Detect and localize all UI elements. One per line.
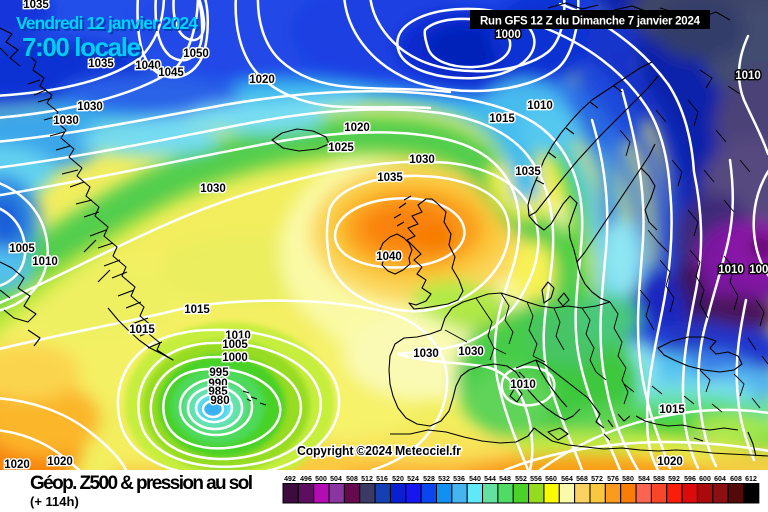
svg-text:1030: 1030 xyxy=(53,115,79,127)
svg-text:540: 540 xyxy=(469,476,481,483)
svg-text:564: 564 xyxy=(561,476,573,483)
svg-text:588: 588 xyxy=(653,476,665,483)
svg-text:520: 520 xyxy=(392,476,404,483)
svg-text:1000: 1000 xyxy=(495,29,521,41)
svg-text:1010: 1010 xyxy=(527,100,553,112)
svg-text:1010: 1010 xyxy=(225,330,251,342)
svg-text:(+ 114h): (+ 114h) xyxy=(30,494,79,509)
svg-text:592: 592 xyxy=(668,476,680,483)
svg-text:995: 995 xyxy=(209,367,229,379)
svg-text:1005: 1005 xyxy=(9,243,35,255)
svg-text:1005: 1005 xyxy=(222,339,248,351)
svg-text:1050: 1050 xyxy=(183,48,209,60)
svg-text:560: 560 xyxy=(545,476,557,483)
svg-text:1000: 1000 xyxy=(222,352,248,364)
svg-text:536: 536 xyxy=(453,476,465,483)
svg-text:512: 512 xyxy=(361,476,373,483)
svg-text:552: 552 xyxy=(515,476,527,483)
svg-text:612: 612 xyxy=(745,476,757,483)
svg-text:1035: 1035 xyxy=(377,172,403,184)
svg-text:528: 528 xyxy=(423,476,435,483)
svg-text:504: 504 xyxy=(330,476,342,483)
svg-text:1035: 1035 xyxy=(88,58,114,70)
svg-text:1030: 1030 xyxy=(409,154,435,166)
svg-text:7:00 locale: 7:00 locale xyxy=(22,32,141,62)
svg-text:Copyright ©2024 Meteociel.fr: Copyright ©2024 Meteociel.fr xyxy=(297,444,461,458)
svg-text:492: 492 xyxy=(284,476,296,483)
svg-text:596: 596 xyxy=(684,476,696,483)
svg-text:1025: 1025 xyxy=(328,142,354,154)
svg-text:600: 600 xyxy=(699,476,711,483)
svg-text:496: 496 xyxy=(300,476,312,483)
svg-text:Géop. Z500 & pression au sol: Géop. Z500 & pression au sol xyxy=(30,473,253,494)
svg-text:1030: 1030 xyxy=(200,183,226,195)
svg-text:1015: 1015 xyxy=(184,304,210,316)
svg-text:608: 608 xyxy=(730,476,742,483)
svg-text:1030: 1030 xyxy=(413,348,439,360)
svg-text:1020: 1020 xyxy=(657,456,683,468)
svg-text:1040: 1040 xyxy=(135,60,161,72)
svg-text:1010: 1010 xyxy=(735,70,761,82)
svg-text:508: 508 xyxy=(346,476,358,483)
svg-text:1020: 1020 xyxy=(344,122,370,134)
svg-text:1030: 1030 xyxy=(77,101,103,113)
svg-text:524: 524 xyxy=(407,476,419,483)
svg-text:500: 500 xyxy=(315,476,327,483)
svg-text:1020: 1020 xyxy=(47,456,73,468)
svg-text:980: 980 xyxy=(210,395,229,407)
svg-text:548: 548 xyxy=(499,476,511,483)
svg-text:584: 584 xyxy=(638,476,650,483)
svg-text:Vendredi 12 janvier 2024: Vendredi 12 janvier 2024 xyxy=(18,15,200,35)
svg-text:Run GFS 12 Z du Dimanche 7 jan: Run GFS 12 Z du Dimanche 7 janvier 2024 xyxy=(480,16,701,28)
svg-text:1015: 1015 xyxy=(659,404,685,416)
svg-text:572: 572 xyxy=(591,476,603,483)
svg-text:1015: 1015 xyxy=(129,324,155,336)
svg-text:532: 532 xyxy=(438,476,450,483)
svg-text:1010: 1010 xyxy=(32,256,58,268)
svg-text:Vendredi 12 janvier 2024: Vendredi 12 janvier 2024 xyxy=(16,13,198,33)
svg-text:1030: 1030 xyxy=(458,346,484,358)
svg-text:1020: 1020 xyxy=(4,459,30,471)
svg-text:985: 985 xyxy=(208,386,228,398)
svg-text:1010: 1010 xyxy=(510,379,536,391)
svg-text:568: 568 xyxy=(576,476,588,483)
svg-text:1015: 1015 xyxy=(489,113,515,125)
svg-text:1040: 1040 xyxy=(376,251,402,263)
svg-text:1010: 1010 xyxy=(718,264,744,276)
svg-text:556: 556 xyxy=(530,476,542,483)
svg-text:1045: 1045 xyxy=(158,67,184,79)
svg-text:1035: 1035 xyxy=(515,166,541,178)
svg-text:1020: 1020 xyxy=(249,74,275,86)
svg-text:604: 604 xyxy=(714,476,726,483)
svg-text:1005: 1005 xyxy=(749,264,768,276)
svg-text:580: 580 xyxy=(622,476,634,483)
svg-text:1035: 1035 xyxy=(23,0,49,11)
svg-text:576: 576 xyxy=(607,476,619,483)
svg-text:990: 990 xyxy=(208,378,227,390)
svg-text:516: 516 xyxy=(376,476,388,483)
svg-text:7:00 locale: 7:00 locale xyxy=(24,34,143,64)
svg-text:544: 544 xyxy=(484,476,496,483)
